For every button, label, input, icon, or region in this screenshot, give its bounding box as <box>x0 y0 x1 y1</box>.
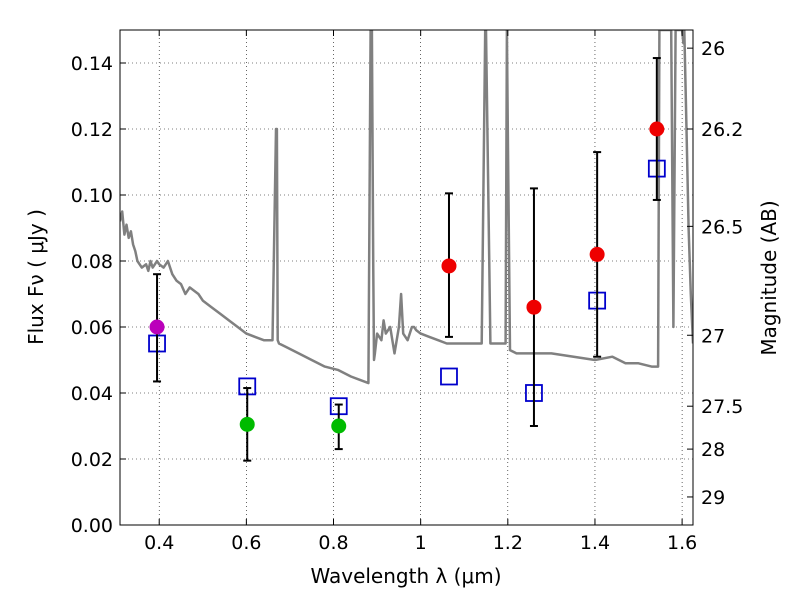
plot-background <box>120 30 693 525</box>
right-tick-label: 26.5 <box>701 216 743 238</box>
y-tick-label: 0.10 <box>71 185 113 207</box>
right-tick-label: 26.2 <box>701 119 743 141</box>
y-tick-label: 0.04 <box>71 383 113 405</box>
x-tick-label: 0.6 <box>231 532 261 554</box>
x-tick-label: 1.2 <box>493 532 523 554</box>
model-point <box>440 367 458 386</box>
right-tick-label: 28 <box>701 439 725 461</box>
y-tick-label: 0.14 <box>71 53 113 75</box>
observed-point <box>149 319 165 335</box>
y-tick-label: 0.06 <box>71 317 113 339</box>
observed-point <box>441 258 457 274</box>
observed-point <box>239 416 255 432</box>
plot-frame <box>119 29 694 526</box>
x-axis-label: Wavelength λ (μm) <box>310 564 501 588</box>
observed-point <box>526 299 542 315</box>
right-tick-label: 26 <box>701 38 725 60</box>
y-tick-label: 0.12 <box>71 119 113 141</box>
y-tick-label: 0.02 <box>71 449 113 471</box>
y-tick-label: 0.08 <box>71 251 113 273</box>
ticks: 0.4 0.6 0.8 1 1.2 1.4 1.6 0.00 0.02 0.04 0.06 0.08 0… <box>71 30 743 554</box>
x-tick-label: 1.6 <box>667 532 697 554</box>
x-tick-label: 0.8 <box>318 532 348 554</box>
right-axis-label: Magnitude (AB) <box>757 200 781 355</box>
y-tick-label: 0.00 <box>71 515 113 537</box>
right-tick-label: 27 <box>701 325 725 347</box>
x-tick-label: 1 <box>415 532 427 554</box>
observed-point <box>649 121 665 137</box>
observed-points <box>149 57 665 462</box>
spectrum-line <box>120 30 693 385</box>
x-tick-label: 0.4 <box>144 532 174 554</box>
y-axis-label: Flux Fν ( μJy ) <box>24 209 48 345</box>
observed-point <box>331 418 347 434</box>
spectrum-layer <box>120 30 693 385</box>
right-tick-label: 29 <box>701 487 725 509</box>
right-tick-label: 27.5 <box>701 396 743 418</box>
observed-point <box>589 246 605 262</box>
x-tick-label: 1.4 <box>580 532 610 554</box>
